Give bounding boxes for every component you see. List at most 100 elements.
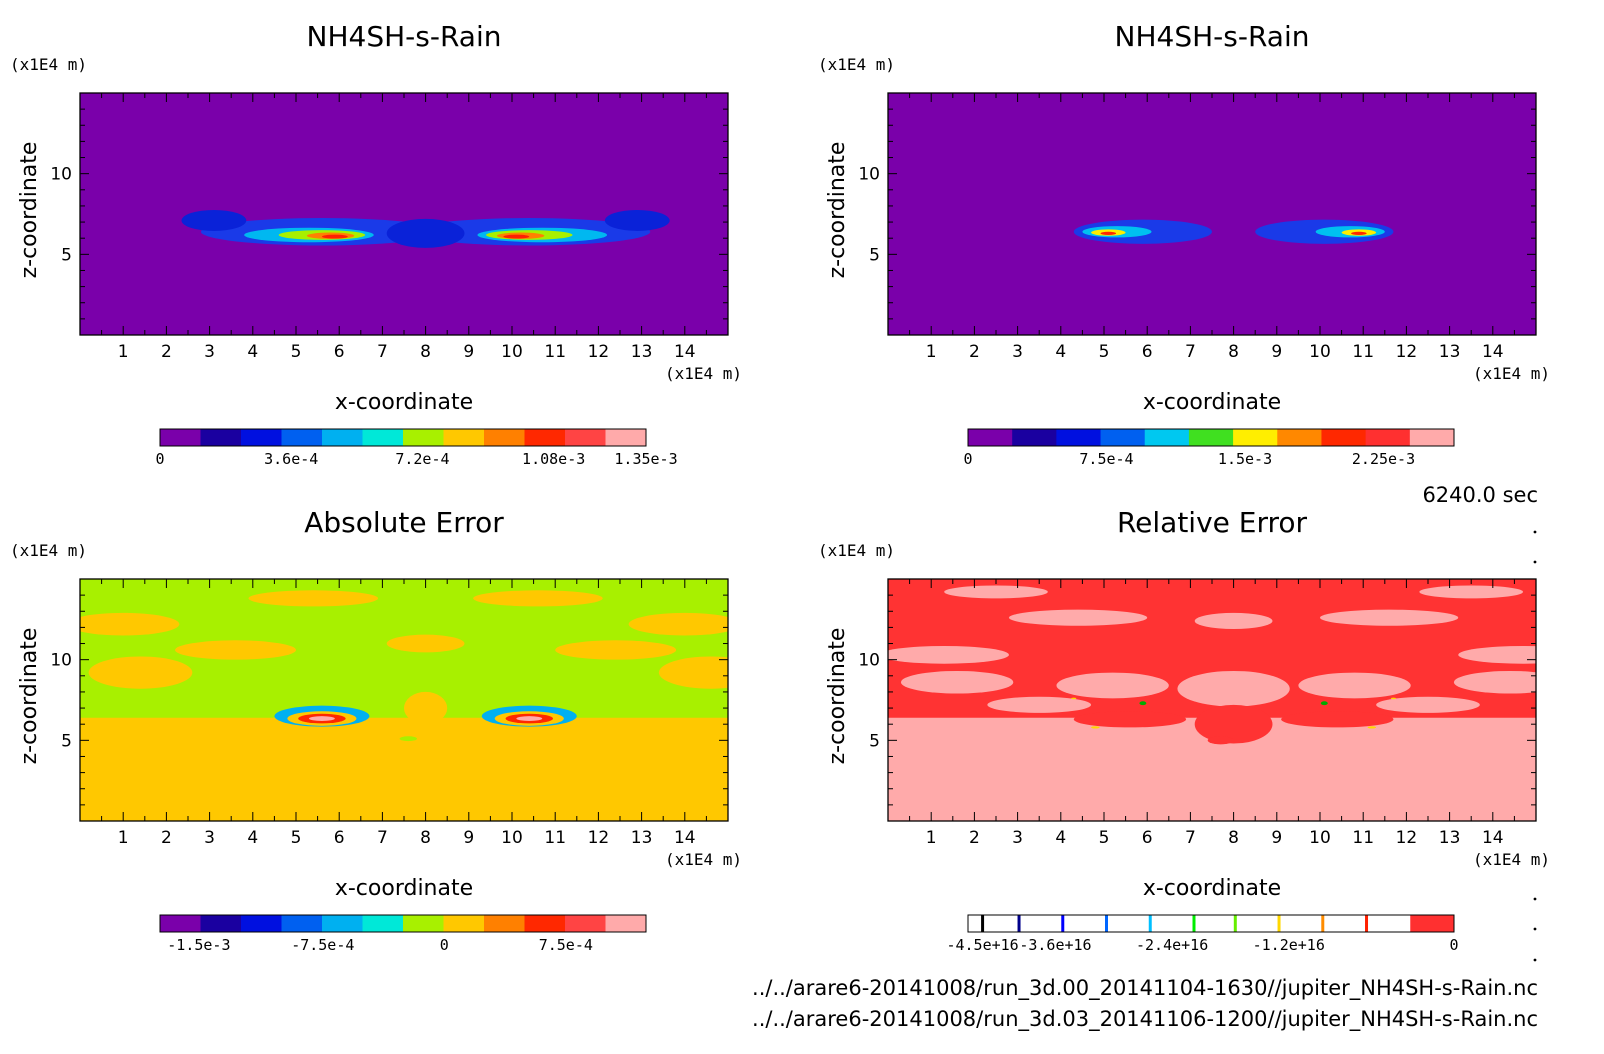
y-tick-label: 10 — [858, 165, 880, 185]
x-tick-label: 12 — [588, 828, 610, 848]
contour-region — [503, 234, 530, 239]
contour-region — [1073, 711, 1187, 728]
colorbar-label: -1.5e-3 — [167, 936, 230, 954]
colorbar-label: 0 — [440, 936, 449, 954]
x-tick-label: 12 — [1396, 342, 1418, 362]
colorbar: -4.5e+16 -3.6e+16 -2.4e+16 -1.2e+16 0 — [946, 914, 1459, 954]
y-tick-label: 10 — [50, 165, 72, 185]
contour-region — [1320, 701, 1328, 706]
contour-region — [181, 209, 247, 231]
x-tick-label: 11 — [544, 342, 566, 362]
contour-region — [658, 656, 728, 689]
x-tick-label: 3 — [1012, 342, 1023, 362]
contour-region — [1194, 612, 1273, 630]
file-path-line-2: ../../arare6-20141008/run_3d.03_20141106… — [752, 1007, 1538, 1032]
colorbar: -1.5e-3 -7.5e-4 0 7.5e-4 — [159, 914, 647, 954]
colorbar-segment — [565, 915, 606, 932]
colorbar-segment — [1100, 429, 1146, 446]
x-tick-label: 7 — [1185, 342, 1196, 362]
contour-region — [321, 234, 348, 239]
contour-region — [399, 736, 417, 742]
x-tick-label: 1 — [118, 342, 129, 362]
contour-region — [1177, 670, 1290, 707]
colorbar-segment — [1410, 915, 1454, 932]
x-tick-label: 1 — [926, 342, 937, 362]
contour-region — [1376, 696, 1480, 713]
colorbar-segment — [1277, 429, 1322, 446]
contour-region — [900, 670, 1014, 694]
stray-dots — [1533, 530, 1537, 962]
x-tick-label: 7 — [377, 828, 388, 848]
contour-region — [944, 585, 1048, 599]
y-unit-label: (x1E4 m) — [818, 55, 895, 74]
y-axis-label: z-coordinate — [825, 142, 850, 279]
x-tick-label: 2 — [161, 828, 172, 848]
y-unit-label: (x1E4 m) — [818, 541, 895, 560]
y-unit-label: (x1E4 m) — [10, 55, 87, 74]
x-tick-label: 8 — [420, 828, 431, 848]
x-tick-label: 2 — [969, 828, 980, 848]
colorbar-segment — [484, 429, 525, 446]
colorbar-segment — [1365, 429, 1411, 446]
y-tick-label: 5 — [869, 731, 880, 751]
contour-region — [516, 716, 543, 721]
contour-region — [1071, 697, 1077, 700]
contour-region — [604, 209, 670, 231]
x-tick-label: 5 — [291, 342, 302, 362]
x-tick-label: 10 — [501, 828, 523, 848]
chart-panel-4: Relative Error(x1E4 m)1 2 3 4 5 6 7 8 9 10 11 12 13 1… — [818, 506, 1550, 954]
x-tick-label: 10 — [1309, 342, 1331, 362]
contour-region — [404, 691, 448, 725]
y-axis-label: z-coordinate — [825, 628, 850, 765]
x-axis-label: x-coordinate — [1143, 876, 1281, 901]
colorbar-segment — [241, 429, 282, 446]
y-axis-label: z-coordinate — [17, 628, 42, 765]
colorbar-label: -7.5e-4 — [291, 936, 354, 954]
x-unit-label: (x1E4 m) — [1473, 850, 1550, 869]
chart-panel-1: NH4SH-s-Rain(x1E4 m)1 2 3 4 5 6 7 8 9 10 11 12 13 145… — [10, 20, 742, 468]
contour-region — [80, 612, 180, 636]
x-tick-label: 1 — [118, 828, 129, 848]
contour-region — [1419, 585, 1524, 599]
contour-field — [80, 579, 728, 742]
contour-region — [473, 590, 603, 607]
contour-region — [1281, 711, 1394, 728]
x-tick-label: 8 — [420, 342, 431, 362]
chart-panel-3: Absolute Error(x1E4 m)1 2 3 4 5 6 7 8 9 10 11 12 13 1… — [10, 506, 742, 954]
x-tick-label: 14 — [1482, 342, 1504, 362]
contour-region — [248, 590, 379, 607]
x-tick-label: 10 — [501, 342, 523, 362]
x-tick-label: 9 — [463, 342, 474, 362]
contour-region — [888, 645, 1009, 664]
chart-title: NH4SH-s-Rain — [1115, 20, 1310, 53]
colorbar-segment — [1233, 429, 1278, 446]
colorbar-label: -3.6e+16 — [1019, 936, 1091, 954]
colorbar-segment — [160, 915, 201, 932]
x-tick-label: 4 — [1055, 342, 1066, 362]
colorbar-label: 0 — [155, 450, 164, 468]
x-tick-label: 6 — [1142, 342, 1153, 362]
colorbar-label: 1.5e-3 — [1218, 450, 1272, 468]
colorbar-segment — [403, 429, 444, 446]
contour-region — [1453, 670, 1536, 694]
colorbar-segment — [200, 429, 242, 446]
x-tick-label: 4 — [247, 828, 258, 848]
colorbar-frame — [159, 914, 647, 933]
contour-region — [1351, 231, 1367, 235]
contour-region — [555, 640, 677, 660]
x-tick-label: 13 — [1439, 828, 1461, 848]
colorbar-label: 1.08e-3 — [522, 450, 585, 468]
colorbar-segment — [1012, 429, 1057, 446]
colorbar-segment — [1188, 429, 1234, 446]
x-tick-label: 13 — [631, 342, 653, 362]
x-tick-label: 9 — [463, 828, 474, 848]
colorbar-segment — [605, 915, 647, 932]
x-tick-label: 12 — [1396, 828, 1418, 848]
colorbar-segment — [322, 915, 363, 932]
x-tick-label: 13 — [631, 828, 653, 848]
x-unit-label: (x1E4 m) — [665, 850, 742, 869]
x-tick-label: 5 — [291, 828, 302, 848]
x-tick-label: 3 — [1012, 828, 1023, 848]
x-tick-label: 14 — [674, 828, 696, 848]
contour-region — [1100, 231, 1117, 235]
